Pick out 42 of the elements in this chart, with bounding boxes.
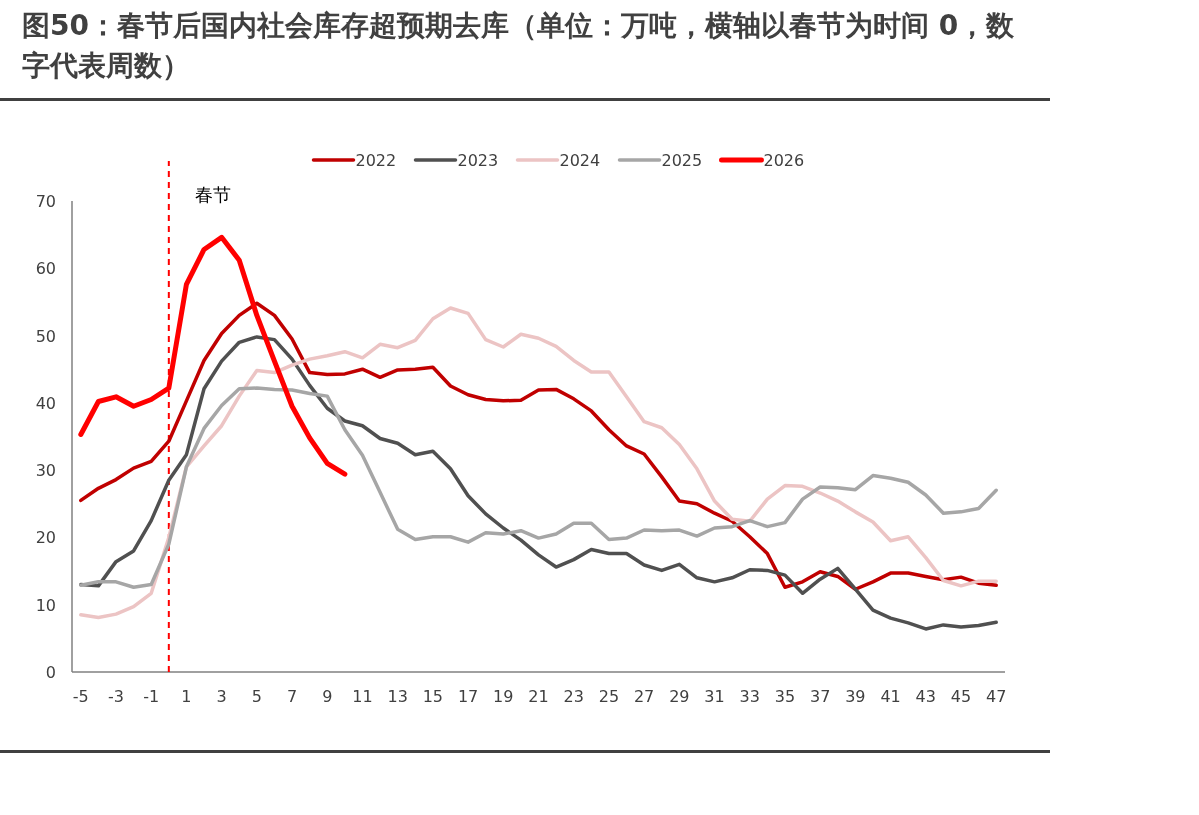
x-tick-label: 31	[704, 687, 725, 706]
x-tick-label: 1	[181, 687, 192, 706]
x-tick-label: 25	[598, 687, 620, 706]
x-tick-label: 37	[809, 687, 831, 706]
x-tick-label: 45	[950, 687, 972, 706]
x-tick-label: 9	[322, 687, 333, 706]
legend-label: 2024	[559, 151, 601, 170]
x-tick-label: 27	[633, 687, 655, 706]
y-tick-label: 40	[35, 393, 56, 413]
x-tick-label: 7	[286, 687, 298, 706]
x-tick-label: 47	[986, 687, 1007, 706]
legend-label: 2026	[763, 151, 805, 170]
x-tick-label: 21	[528, 687, 549, 706]
x-tick-label: 33	[739, 687, 760, 706]
x-tick-label: 43	[915, 687, 936, 706]
x-tick-label: 3	[216, 687, 227, 706]
legend-label: 2023	[457, 151, 499, 170]
x-tick-label: 19	[493, 687, 514, 706]
x-tick-label: -3	[108, 687, 124, 706]
x-tick-label: 15	[422, 687, 444, 706]
x-tick-label: 17	[457, 687, 479, 706]
x-tick-label: 23	[563, 687, 584, 706]
x-tick-label: 35	[774, 687, 796, 706]
y-tick-label: 0	[45, 663, 56, 682]
x-tick-label: 39	[845, 687, 866, 706]
x-tick-label: 41	[880, 687, 901, 706]
y-tick-label: 10	[35, 595, 56, 615]
legend-label: 2025	[661, 151, 703, 170]
x-tick-label: 11	[352, 687, 373, 706]
y-tick-label: 30	[35, 461, 56, 481]
x-tick-label: -5	[72, 687, 89, 706]
ref-line-label: 春节	[194, 184, 231, 205]
legend-label: 2022	[355, 151, 397, 170]
x-tick-label: 13	[387, 687, 408, 706]
x-tick-label: -1	[143, 687, 160, 706]
x-tick-label: 5	[251, 687, 262, 706]
x-tick-label: 29	[669, 687, 690, 706]
chart-title: 图50：春节后国内社会库存超预期去库（单位：万吨，横轴以春节为时间 0，数字代表周数）	[22, 8, 1016, 84]
y-tick-label: 70	[35, 192, 56, 211]
y-tick-label: 60	[35, 259, 56, 279]
y-tick-label: 50	[35, 326, 56, 346]
y-tick-label: 20	[35, 528, 56, 548]
